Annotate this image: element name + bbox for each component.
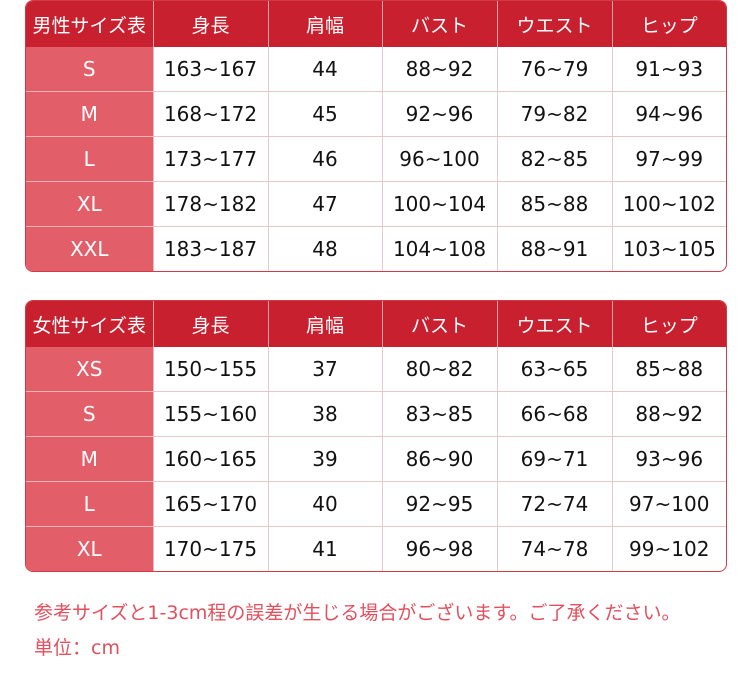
measurement-cell: 37: [268, 347, 383, 392]
measurement-cell: 40: [268, 481, 383, 527]
measurement-cell: 163~167: [153, 47, 269, 92]
measurement-cell: 44: [268, 47, 383, 92]
table-row: XS 150~155 37 80~82 63~65 85~88: [26, 347, 726, 392]
measurement-cell: 160~165: [153, 436, 269, 482]
disclaimer-note: 参考サイズと1-3cm程の誤差が生じる場合がございます。ご了承ください。: [34, 602, 681, 624]
unit-note: 単位：cm: [34, 637, 120, 659]
table-row: XL 170~175 41 96~98 74~78 99~102: [26, 526, 726, 571]
column-header: ヒップ: [612, 1, 726, 47]
table-row: L 173~177 46 96~100 82~85 97~99: [26, 136, 726, 182]
measurement-cell: 41: [268, 526, 383, 571]
measurement-cell: 92~96: [382, 91, 498, 137]
measurement-cell: 170~175: [153, 526, 269, 571]
column-header: 身長: [153, 301, 269, 347]
measurement-cell: 96~100: [382, 136, 498, 182]
measurement-cell: 47: [268, 181, 383, 227]
measurement-cell: 97~99: [612, 136, 726, 182]
size-label: L: [26, 136, 154, 182]
measurement-cell: 150~155: [153, 347, 269, 392]
measurement-cell: 94~96: [612, 91, 726, 137]
size-label: XS: [26, 347, 154, 392]
measurement-cell: 100~104: [382, 181, 498, 227]
measurement-cell: 45: [268, 91, 383, 137]
measurement-cell: 96~98: [382, 526, 498, 571]
measurement-cell: 103~105: [612, 226, 726, 271]
measurement-cell: 48: [268, 226, 383, 271]
measurement-cell: 63~65: [497, 347, 613, 392]
table-row: S 163~167 44 88~92 76~79 91~93: [26, 47, 726, 92]
measurement-cell: 46: [268, 136, 383, 182]
measurement-cell: 173~177: [153, 136, 269, 182]
column-header: ヒップ: [612, 301, 726, 347]
measurement-cell: 168~172: [153, 91, 269, 137]
measurement-cell: 82~85: [497, 136, 613, 182]
measurement-cell: 74~78: [497, 526, 613, 571]
size-label: M: [26, 91, 154, 137]
table-title-header: 男性サイズ表: [26, 1, 154, 47]
measurement-cell: 72~74: [497, 481, 613, 527]
measurement-cell: 83~85: [382, 391, 498, 437]
measurement-cell: 178~182: [153, 181, 269, 227]
column-header: ウエスト: [497, 301, 613, 347]
measurement-cell: 99~102: [612, 526, 726, 571]
measurement-cell: 80~82: [382, 347, 498, 392]
measurement-cell: 165~170: [153, 481, 269, 527]
measurement-cell: 85~88: [635, 357, 704, 381]
measurement-cell: 76~79: [497, 47, 613, 92]
column-header: 肩幅: [268, 1, 383, 47]
measurement-cell: 79~82: [497, 91, 613, 137]
column-header: 肩幅: [268, 301, 383, 347]
measurement-cell: 97~100: [612, 481, 726, 527]
measurement-cell: 38: [268, 391, 383, 437]
measurement-cell: 88~92: [382, 47, 498, 92]
mens-size-table: 男性サイズ表 身長 肩幅 バスト ウエスト ヒップ S 163~167 44 88~92 76~79…: [25, 0, 727, 272]
womens-size-table: 女性サイズ表 身長 肩幅 バスト ウエスト ヒップ XS 150~155 37 80~82 63~6…: [25, 300, 727, 572]
table-row: XL 178~182 47 100~104 85~88 100~102: [26, 181, 726, 227]
table-row: XXL 183~187 48 104~108 88~91 103~105: [26, 226, 726, 271]
column-header: バスト: [382, 301, 498, 347]
measurement-cell: 69~71: [497, 436, 613, 482]
size-label: S: [26, 391, 154, 437]
size-label: L: [26, 481, 154, 527]
size-label: XXL: [26, 226, 154, 271]
measurement-cell: 86~90: [382, 436, 498, 482]
column-header: 身長: [153, 1, 269, 47]
measurement-cell: 66~68: [497, 391, 613, 437]
table-row: M 168~172 45 92~96 79~82 94~96: [26, 91, 726, 137]
size-label: XL: [26, 526, 154, 571]
measurement-cell: 88~92: [612, 391, 726, 437]
table-row: S 155~160 38 83~85 66~68 88~92: [26, 391, 726, 437]
measurement-cell: 183~187: [153, 226, 269, 271]
table-row: M 160~165 39 86~90 69~71 93~96: [26, 436, 726, 482]
measurement-cell: 92~95: [382, 481, 498, 527]
measurement-cell: 155~160: [153, 391, 269, 437]
table-row: L 165~170 40 92~95 72~74 97~100: [26, 481, 726, 527]
size-label: S: [26, 47, 154, 92]
measurement-cell: 39: [268, 436, 383, 482]
measurement-cell: 85~88: [497, 181, 613, 227]
size-label: M: [26, 436, 154, 482]
measurement-cell: 104~108: [382, 226, 498, 271]
measurement-cell: 88~91: [497, 226, 613, 271]
column-header: ウエスト: [497, 1, 613, 47]
table-title-header: 女性サイズ表: [26, 301, 154, 347]
column-header: バスト: [382, 1, 498, 47]
measurement-cell: 93~96: [612, 436, 726, 482]
measurement-cell: 91~93: [635, 57, 704, 81]
measurement-cell: 100~102: [612, 181, 726, 227]
size-label: XL: [26, 181, 154, 227]
